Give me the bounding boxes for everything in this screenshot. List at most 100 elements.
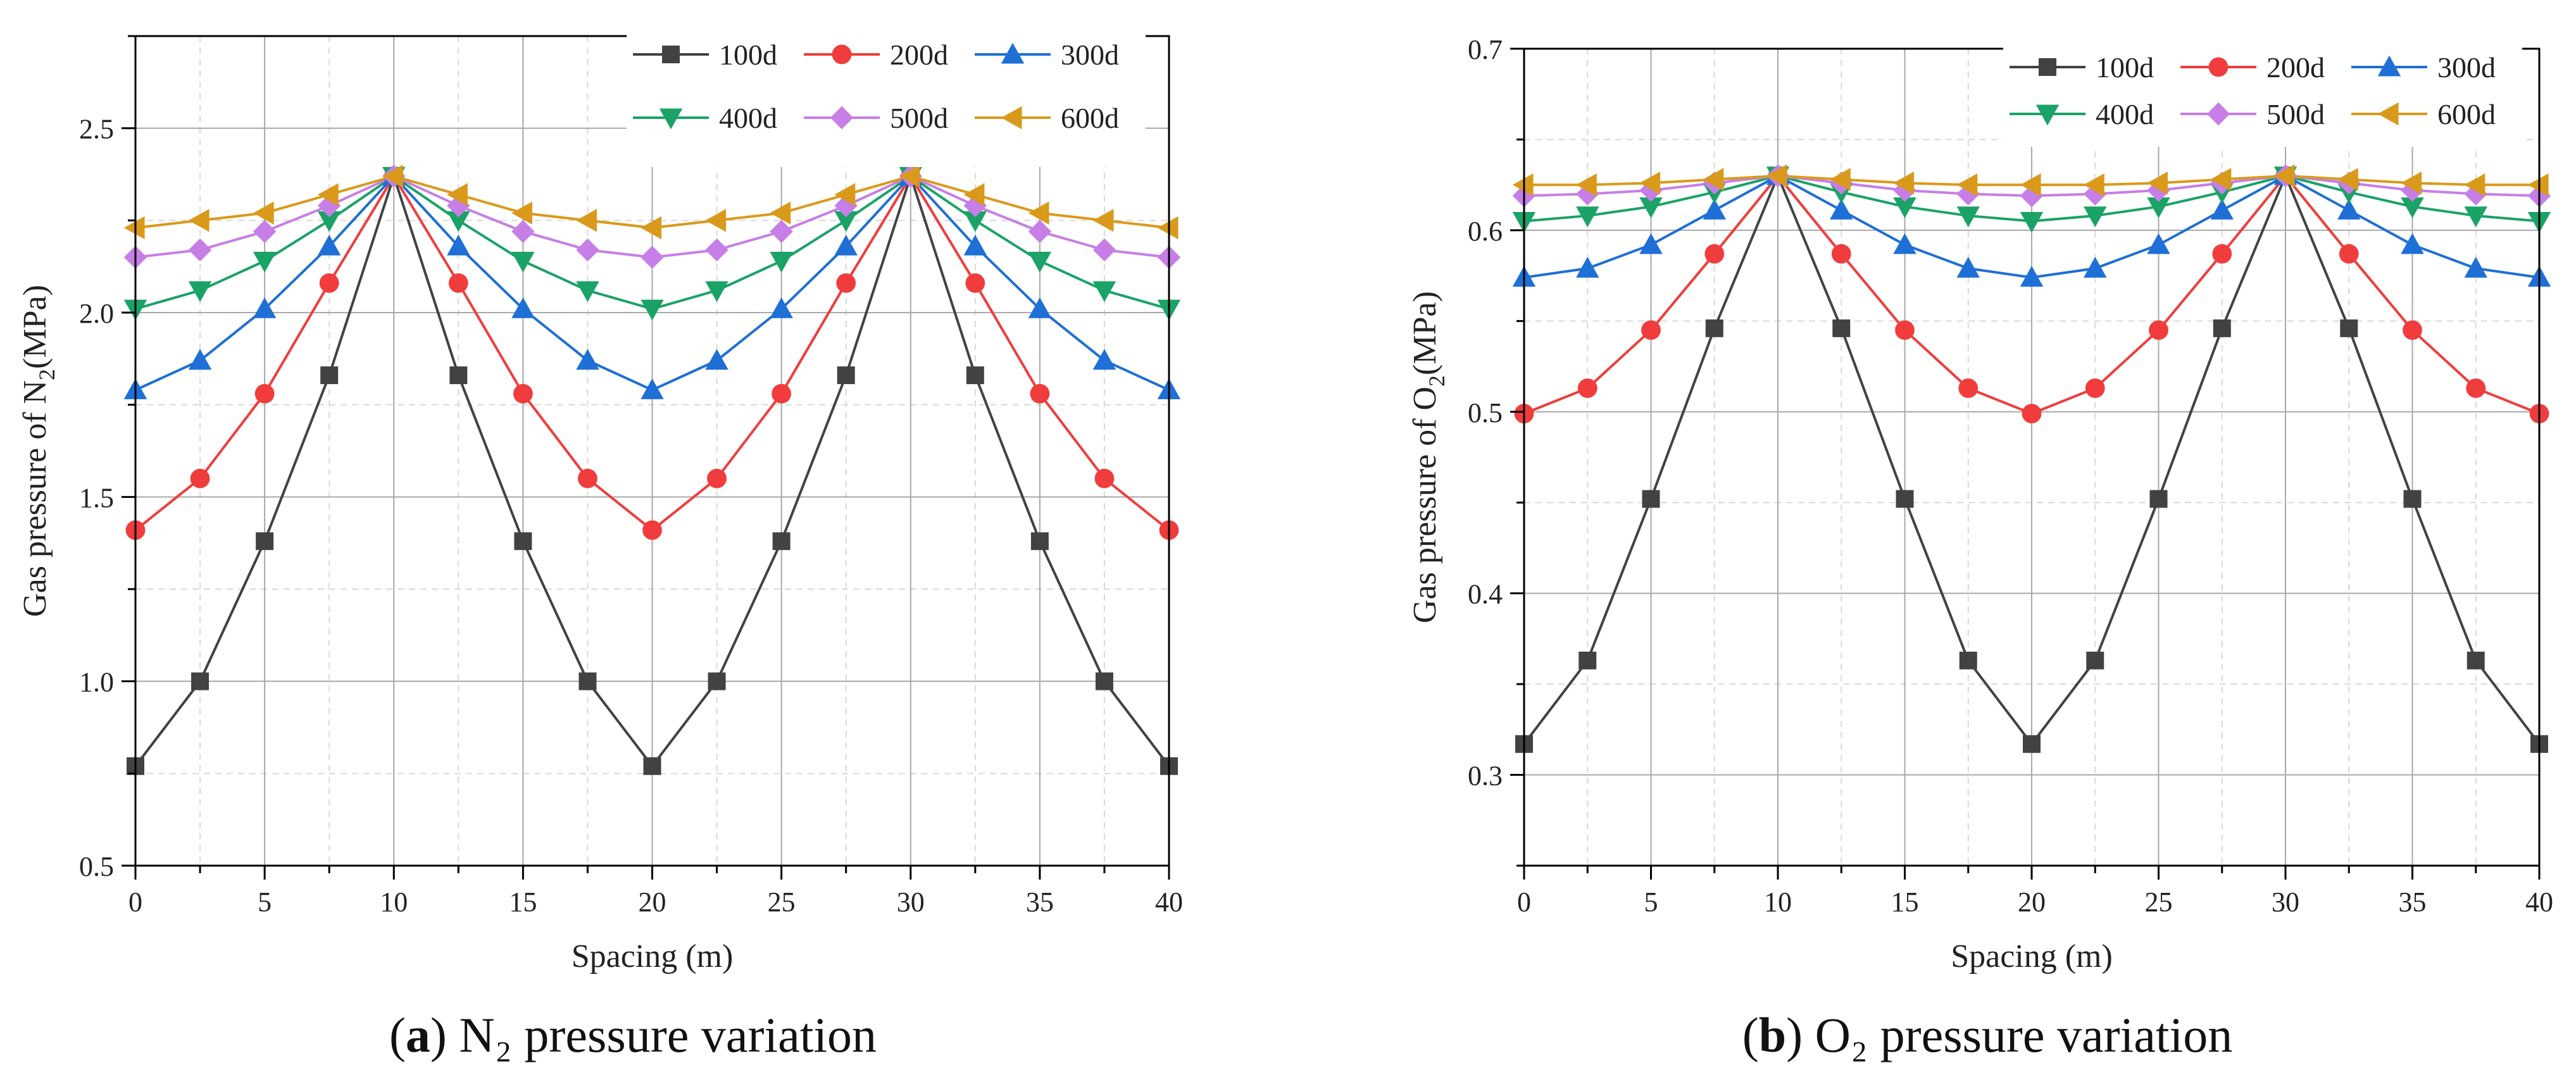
x-tick-label: 25 <box>768 887 796 918</box>
x-axis-label: Spacing (m) <box>1951 938 2113 974</box>
data-point-300d <box>963 234 987 256</box>
data-point-600d <box>2527 173 2549 197</box>
legend-label-100d: 100d <box>2096 51 2154 84</box>
data-point-300d <box>2464 256 2487 278</box>
legend-marker-400d <box>2035 104 2060 126</box>
data-point-600d <box>899 165 920 188</box>
data-point-200d <box>319 273 339 293</box>
data-point-600d <box>1512 173 1534 197</box>
data-point-400d <box>705 281 728 302</box>
data-point-300d <box>2337 199 2361 220</box>
data-point-600d <box>1766 164 1787 188</box>
legend-marker-100d <box>2039 58 2056 76</box>
legend-label-400d: 400d <box>719 102 777 134</box>
data-point-400d <box>2464 206 2487 228</box>
caption-a: (a) N₂ pressure variation <box>389 1007 877 1062</box>
data-point-500d <box>1576 182 1599 206</box>
data-point-200d <box>1641 320 1661 340</box>
data-point-200d <box>707 468 727 489</box>
data-point-500d <box>2147 178 2170 202</box>
legend-label-500d: 500d <box>2267 98 2325 130</box>
legend-label-500d: 500d <box>890 102 948 134</box>
data-point-600d <box>1157 216 1179 240</box>
data-point-100d <box>2086 651 2104 669</box>
data-point-200d <box>448 273 468 293</box>
data-point-600d <box>317 183 339 206</box>
x-tick-label: 15 <box>509 887 537 918</box>
x-tick-label: 0 <box>1517 887 1531 918</box>
data-point-500d <box>2084 182 2107 206</box>
data-point-600d <box>1893 171 1915 195</box>
panel-a-n2-chart: 0 5 10 15 20 25 30 35 40 0.5 1.0 1.5 2.0 2.5 Spacing (… <box>17 28 1183 974</box>
data-point-400d <box>2020 211 2044 233</box>
data-point-500d <box>2020 184 2044 208</box>
data-point-400d <box>2401 197 2424 218</box>
data-point-100d <box>772 532 791 551</box>
data-point-100d <box>837 366 855 385</box>
data-point-300d <box>253 297 277 318</box>
data-point-500d <box>1639 178 1663 202</box>
data-point-100d <box>708 672 726 690</box>
data-point-400d <box>1576 206 1599 228</box>
y-tick-label: 2.5 <box>79 114 114 145</box>
panel-b-o2-chart: 0 5 10 15 20 25 30 35 40 0.3 0.4 0.5 0.6 0.7 Spacing (… <box>1407 34 2553 974</box>
y-tick-label: 1.5 <box>79 482 114 513</box>
data-point-500d <box>641 246 664 269</box>
data-point-600d <box>1576 173 1597 197</box>
data-point-400d <box>511 251 535 273</box>
data-point-400d <box>2084 206 2107 228</box>
data-point-200d <box>2022 404 2042 424</box>
y-tick-label: 0.3 <box>1468 761 1503 792</box>
data-point-200d <box>254 383 275 404</box>
data-point-200d <box>1958 378 1979 398</box>
legend-label-600d: 600d <box>1061 102 1119 134</box>
data-point-200d <box>1577 378 1597 398</box>
data-point-400d <box>1956 206 1980 228</box>
data-point-500d <box>188 238 212 262</box>
data-point-600d <box>576 209 597 232</box>
data-point-100d <box>2467 651 2485 669</box>
data-point-500d <box>576 238 599 262</box>
data-point-500d <box>2401 178 2424 202</box>
data-point-600d <box>2084 173 2104 197</box>
x-tick-label: 0 <box>128 887 142 918</box>
data-point-200d <box>965 273 985 293</box>
data-point-600d <box>2273 164 2295 188</box>
data-point-200d <box>2339 244 2359 264</box>
data-point-400d <box>447 211 470 232</box>
y-tick-label: 1.0 <box>79 667 114 698</box>
data-point-200d <box>1895 320 1915 340</box>
y-tick-label: 0.7 <box>1468 34 1503 65</box>
y-tick-label: 2.0 <box>79 298 114 329</box>
data-point-500d <box>1028 220 1052 244</box>
legend-marker-600d <box>2377 102 2399 126</box>
data-point-200d <box>578 468 597 489</box>
data-point-200d <box>513 383 533 404</box>
legend-label-400d: 400d <box>2096 98 2154 130</box>
data-point-100d <box>2023 735 2041 753</box>
x-tick-label: 35 <box>1026 887 1054 918</box>
data-point-300d <box>447 234 470 256</box>
data-point-200d <box>1094 468 1115 489</box>
y-axis-label: Gas pressure of O2(MPa) <box>1407 291 1449 623</box>
y-tick-label: 0.5 <box>79 851 114 882</box>
data-point-100d <box>1705 319 1723 337</box>
data-point-400d <box>576 281 599 302</box>
data-point-600d <box>1639 171 1661 195</box>
x-tick-label: 25 <box>2145 887 2173 918</box>
caption-b: (b) O₂ pressure variation <box>1742 1007 2233 1062</box>
data-point-100d <box>1642 490 1660 508</box>
legend-label-300d: 300d <box>2437 51 2496 84</box>
x-tick-label: 10 <box>1764 887 1792 918</box>
data-point-600d <box>1028 201 1049 225</box>
data-point-300d <box>1893 233 1916 254</box>
x-tick-label: 20 <box>2018 887 2046 918</box>
data-point-500d <box>2464 182 2487 206</box>
data-point-300d <box>2210 199 2234 220</box>
legend-marker-300d <box>1001 42 1025 64</box>
data-point-300d <box>1703 199 1726 220</box>
data-point-100d <box>1579 651 1597 669</box>
x-tick-label: 15 <box>1891 887 1919 918</box>
data-point-400d <box>1639 197 1663 218</box>
